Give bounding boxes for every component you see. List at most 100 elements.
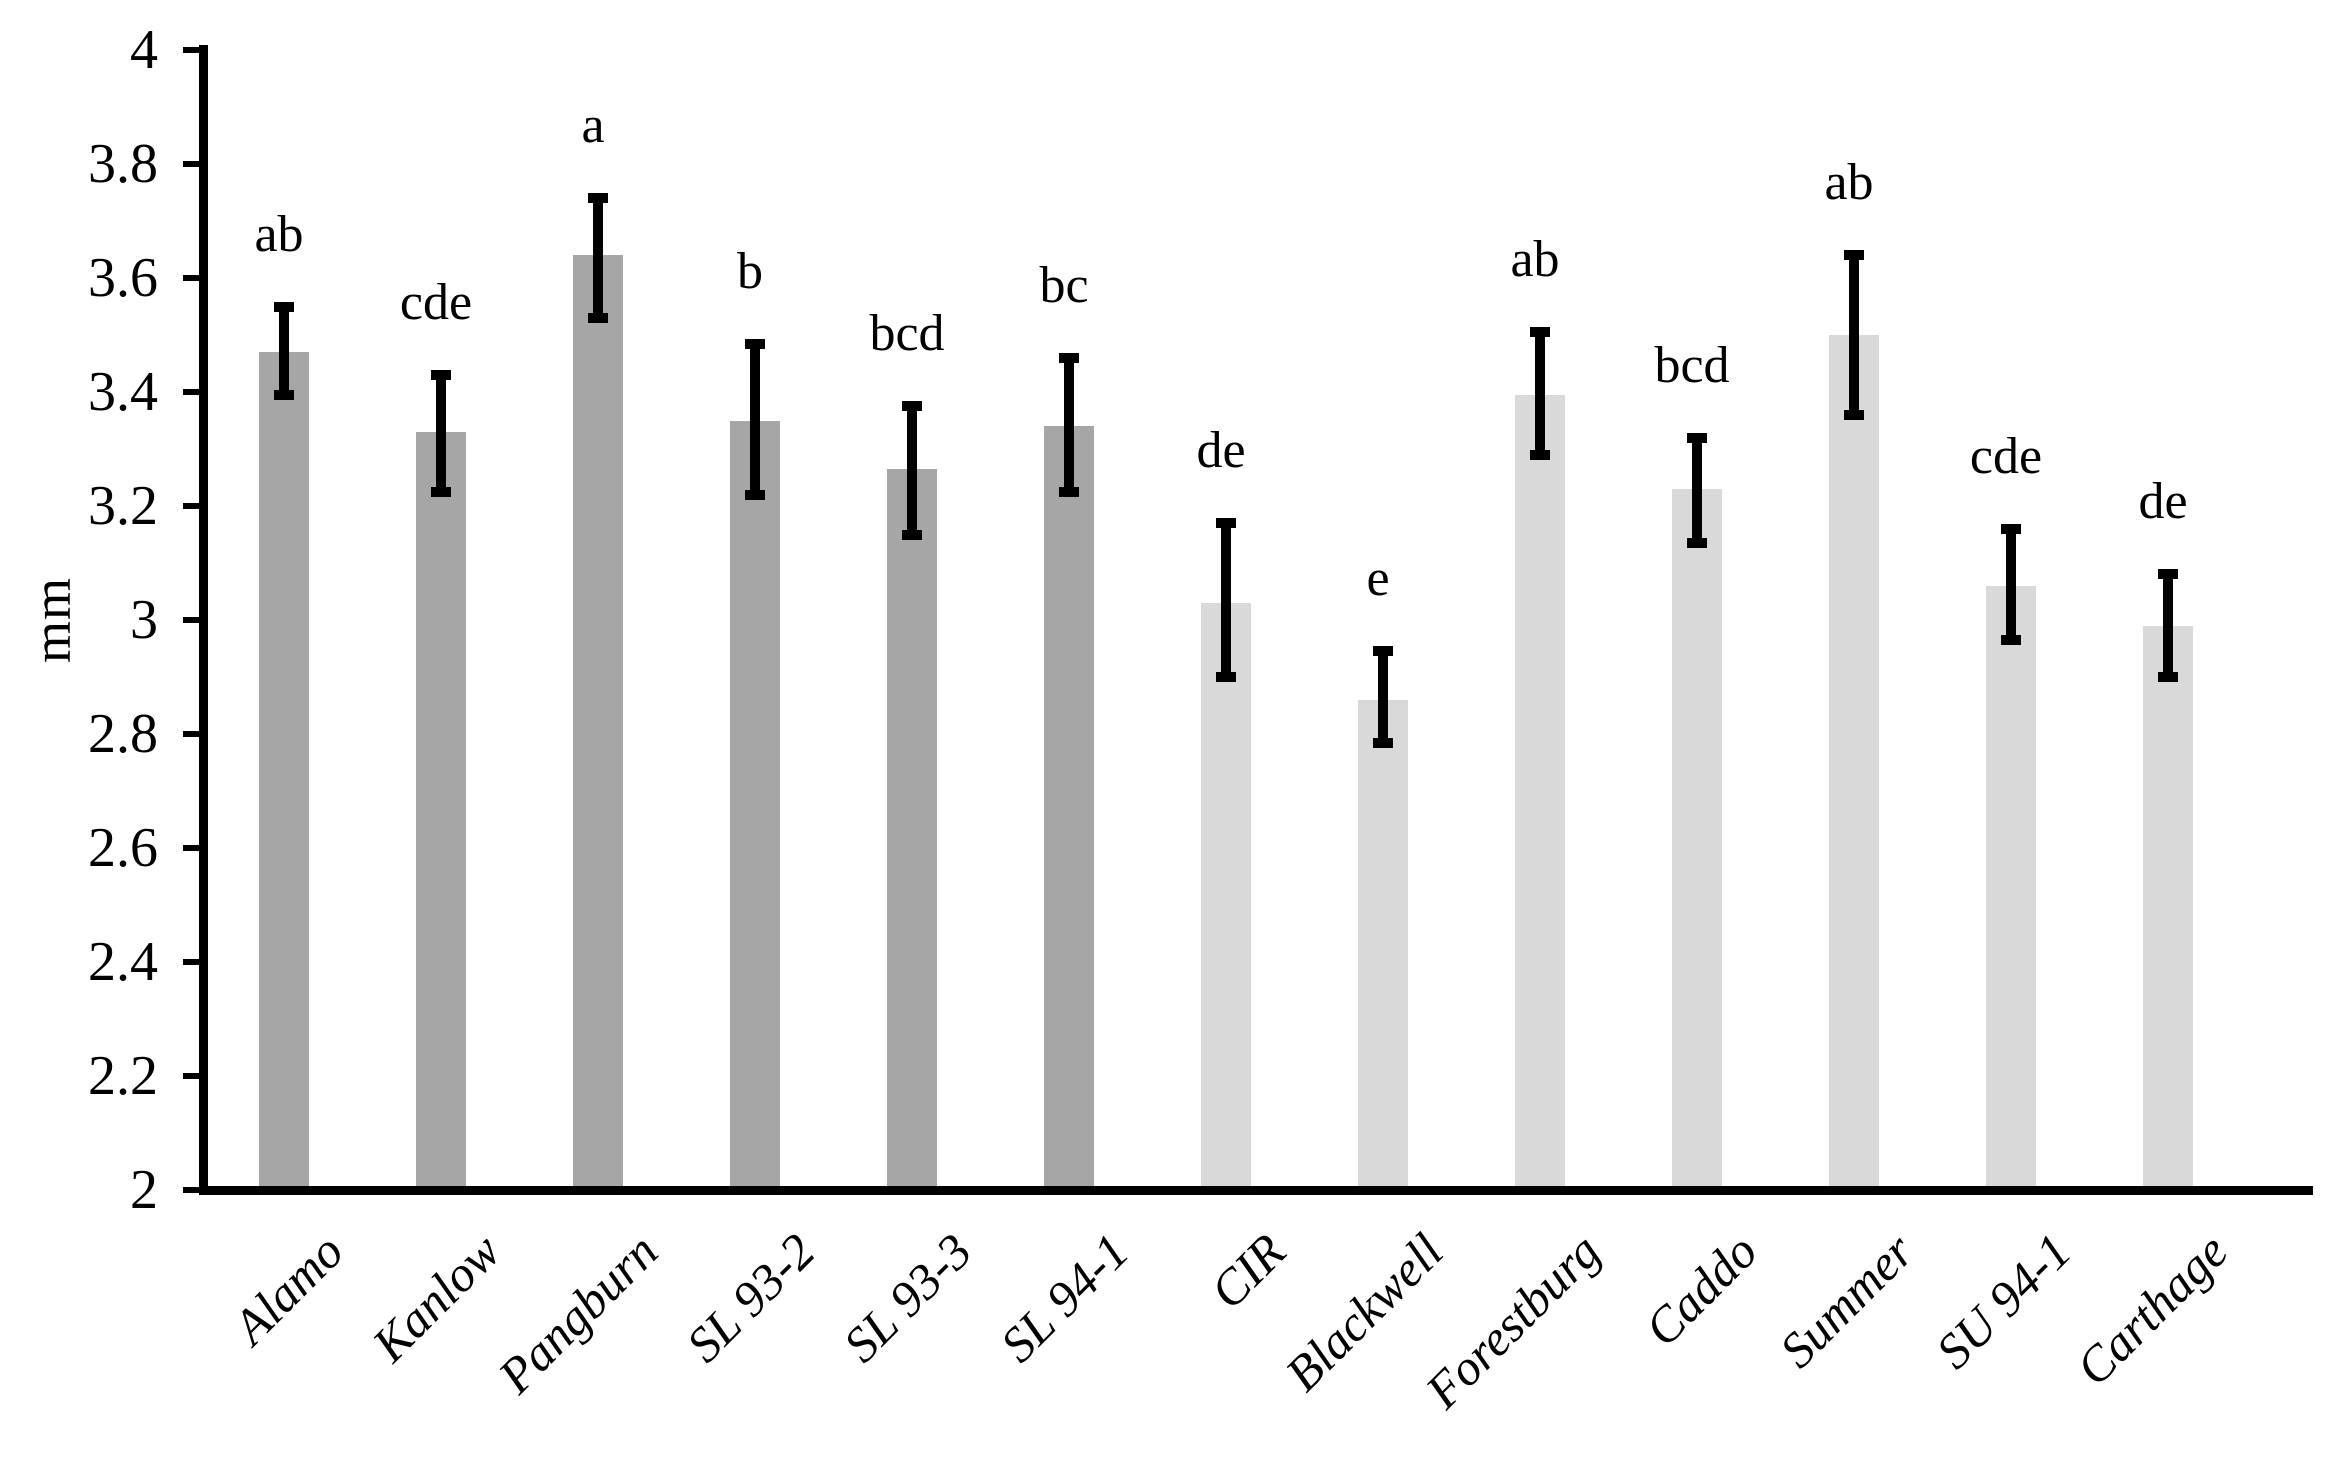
y-axis-tick-label: 3.2 [88,475,158,537]
error-bar-cap [274,301,294,312]
y-axis-tick [183,161,204,167]
error-bar [1692,437,1702,544]
bar [1044,426,1094,1190]
error-bar [1378,651,1388,743]
bar [1986,585,2036,1190]
error-bar-cap [588,193,608,204]
y-axis-tick-label: 2.2 [88,1045,158,1107]
y-axis-tick-label: 3.8 [88,133,158,195]
error-bar-cap [1530,327,1550,338]
significance-label: cde [399,273,473,331]
y-axis-tick [183,503,204,509]
x-axis-label: Pangburn [487,1222,669,1404]
y-axis-tick-label: 3.6 [88,247,158,309]
error-bar [1535,332,1545,455]
significance-label: ab [1824,154,1874,212]
error-bar-cap [1687,538,1707,549]
y-axis-tick-label: 2.8 [88,703,158,765]
y-axis-tick [183,1187,204,1193]
error-bar-cap [1530,449,1550,460]
error-bar-cap [1059,486,1079,497]
y-axis-tick [183,1073,204,1079]
x-axis-label: Summer [1768,1222,1925,1379]
x-axis-label: Carthage [2065,1222,2239,1396]
x-axis-label: Kanlow [361,1222,512,1373]
x-axis-label: Alamo [222,1222,355,1355]
y-axis-tick-label: 4 [130,19,158,81]
x-axis-label: Caddo [1633,1222,1768,1357]
error-bar-cap [902,401,922,412]
y-axis-tick-label: 2.6 [88,817,158,879]
y-axis-tick [183,47,204,53]
significance-label: bcd [869,305,945,363]
significance-label: ab [254,205,304,263]
y-axis-tick-label: 2 [130,1159,158,1221]
error-bar [1221,523,1231,677]
error-bar [279,306,289,395]
x-axis-label: SU 94-1 [1924,1222,2082,1380]
y-axis-line [199,45,208,1195]
error-bar-cap [1373,737,1393,748]
error-bar [1849,255,1859,415]
y-axis-tick-label: 3 [130,589,158,651]
significance-label: de [1196,422,1246,480]
error-bar-cap [745,489,765,500]
error-bar [2163,574,2173,677]
error-bar [593,198,603,318]
y-axis-tick [183,731,204,737]
error-bar-cap [1687,432,1707,443]
error-bar-cap [2001,634,2021,645]
x-axis-label: SL 94-1 [989,1222,1140,1373]
significance-label: bcd [1654,336,1730,394]
error-bar-cap [588,312,608,323]
bar [573,255,623,1190]
bar [259,352,309,1190]
error-bar-cap [2158,672,2178,682]
y-axis-tick [183,845,204,851]
error-bar [436,374,446,492]
error-bar-cap [745,338,765,349]
error-bar [750,343,760,495]
y-axis-tick-label: 3.4 [88,361,158,423]
significance-label: e [1366,550,1390,608]
y-axis-tick [183,389,204,395]
error-bar-cap [1373,646,1393,657]
y-axis-tick [183,617,204,623]
error-bar [907,406,917,535]
significance-label: ab [1510,231,1560,289]
significance-label: b [737,242,763,300]
y-axis-tick [183,959,204,965]
bar [1358,699,1408,1190]
error-bar [1064,357,1074,492]
x-axis-label: SL 93-3 [832,1222,983,1373]
bar [2143,625,2193,1190]
error-bar-cap [1844,250,1864,261]
significance-label: bc [1039,256,1089,314]
y-axis-tick-label: 2.4 [88,931,158,993]
y-axis-tick [183,275,204,281]
significance-label: a [581,97,605,155]
x-axis-line [199,1186,2313,1195]
error-bar-cap [1216,672,1236,682]
bar [1515,394,1565,1190]
bar [1201,602,1251,1190]
error-bar-cap [274,389,294,400]
bar [887,468,937,1190]
error-bar [2006,528,2016,640]
error-bar-cap [431,486,451,497]
x-axis-label: SL 93-2 [675,1222,826,1373]
bar [1829,335,1879,1190]
error-bar-cap [431,369,451,380]
significance-label: cde [1969,427,2043,485]
error-bar-cap [2158,569,2178,580]
error-bar-cap [902,529,922,540]
bar [730,420,780,1190]
error-bar-cap [1216,518,1236,529]
error-bar-cap [2001,523,2021,534]
error-bar-cap [1059,352,1079,363]
significance-label: de [2138,473,2188,531]
bar [416,431,466,1190]
error-bar-cap [1844,409,1864,420]
bar [1672,488,1722,1190]
